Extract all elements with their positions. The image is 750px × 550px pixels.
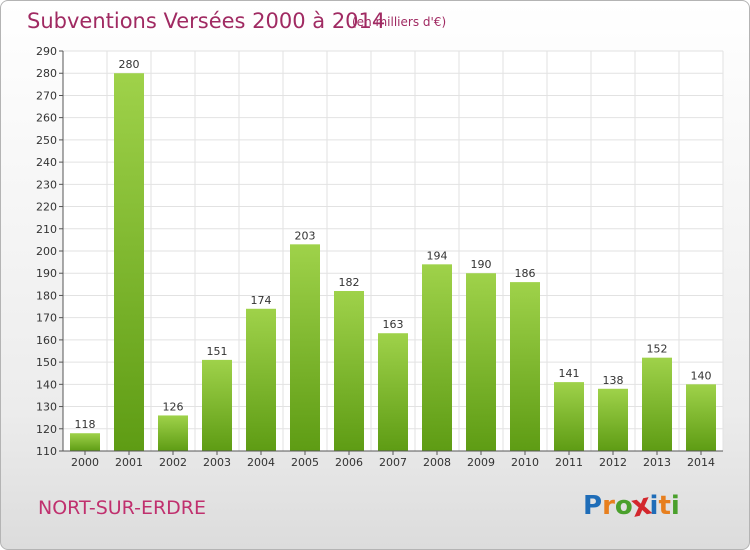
- bar: [202, 359, 232, 451]
- bar: [114, 73, 144, 451]
- bar: [158, 415, 188, 451]
- bar: [686, 384, 716, 451]
- x-tick-label: 2004: [247, 456, 275, 469]
- logo-letter: t: [658, 491, 671, 521]
- x-tick-label: 2014: [687, 456, 715, 469]
- y-tick-label: 140: [36, 378, 57, 391]
- y-tick-label: 270: [36, 89, 57, 102]
- bar: [510, 282, 540, 451]
- data-label: 190: [471, 258, 492, 271]
- x-tick-label: 2000: [71, 456, 99, 469]
- y-tick-label: 180: [36, 289, 57, 302]
- data-label: 280: [119, 58, 140, 71]
- x-tick-label: 2006: [335, 456, 363, 469]
- data-label: 118: [75, 418, 96, 431]
- x-tick-label: 2011: [555, 456, 583, 469]
- y-tick-label: 280: [36, 67, 57, 80]
- y-tick-label: 290: [36, 45, 57, 58]
- bar: [334, 291, 364, 451]
- x-tick-label: 2002: [159, 456, 187, 469]
- bar: [422, 264, 452, 451]
- logo-letter: P: [583, 491, 603, 521]
- data-label: 141: [559, 367, 580, 380]
- y-tick-label: 110: [36, 445, 57, 458]
- y-tick-label: 210: [36, 223, 57, 236]
- x-tick-label: 2003: [203, 456, 231, 469]
- y-tick-label: 230: [36, 178, 57, 191]
- data-label: 186: [515, 267, 536, 280]
- x-tick-label: 2001: [115, 456, 143, 469]
- x-tick-label: 2007: [379, 456, 407, 469]
- data-label: 194: [427, 249, 448, 262]
- bar: [246, 308, 276, 451]
- bar: [466, 273, 496, 451]
- data-label: 151: [207, 345, 228, 358]
- y-tick-label: 160: [36, 334, 57, 347]
- proxiti-logo: Proxiti: [583, 487, 680, 525]
- data-label: 138: [603, 374, 624, 387]
- logo-letter: i: [649, 491, 659, 521]
- logo-letter: r: [602, 491, 615, 521]
- data-label: 140: [691, 369, 712, 382]
- x-tick-label: 2009: [467, 456, 495, 469]
- data-label: 152: [647, 343, 668, 356]
- logo-letter: i: [670, 491, 680, 521]
- y-tick-label: 200: [36, 245, 57, 258]
- y-tick-label: 170: [36, 312, 57, 325]
- bar: [554, 382, 584, 451]
- bar: [378, 333, 408, 451]
- commune-name: NORT-SUR-ERDRE: [38, 497, 207, 519]
- x-tick-label: 2008: [423, 456, 451, 469]
- chart-unit-label: (en milliers d'€): [352, 15, 447, 29]
- bar: [598, 388, 628, 451]
- y-tick-label: 220: [36, 201, 57, 214]
- data-label: 182: [339, 276, 360, 289]
- x-tick-label: 2013: [643, 456, 671, 469]
- y-tick-label: 120: [36, 423, 57, 436]
- data-label: 163: [383, 318, 404, 331]
- y-tick-label: 130: [36, 401, 57, 414]
- x-tick-label: 2010: [511, 456, 539, 469]
- y-tick-label: 190: [36, 267, 57, 280]
- x-tick-label: 2012: [599, 456, 627, 469]
- y-tick-label: 150: [36, 356, 57, 369]
- y-tick-label: 240: [36, 156, 57, 169]
- chart-title: Subventions Versées 2000 à 2014: [27, 9, 386, 33]
- bar: [290, 244, 320, 451]
- x-tick-label: 2005: [291, 456, 319, 469]
- data-label: 174: [251, 294, 272, 307]
- y-tick-label: 250: [36, 134, 57, 147]
- y-tick-label: 260: [36, 112, 57, 125]
- bar: [642, 357, 672, 451]
- bar: [70, 433, 100, 451]
- data-label: 203: [295, 229, 316, 242]
- logo-letter: o: [614, 491, 633, 521]
- data-label: 126: [163, 400, 184, 413]
